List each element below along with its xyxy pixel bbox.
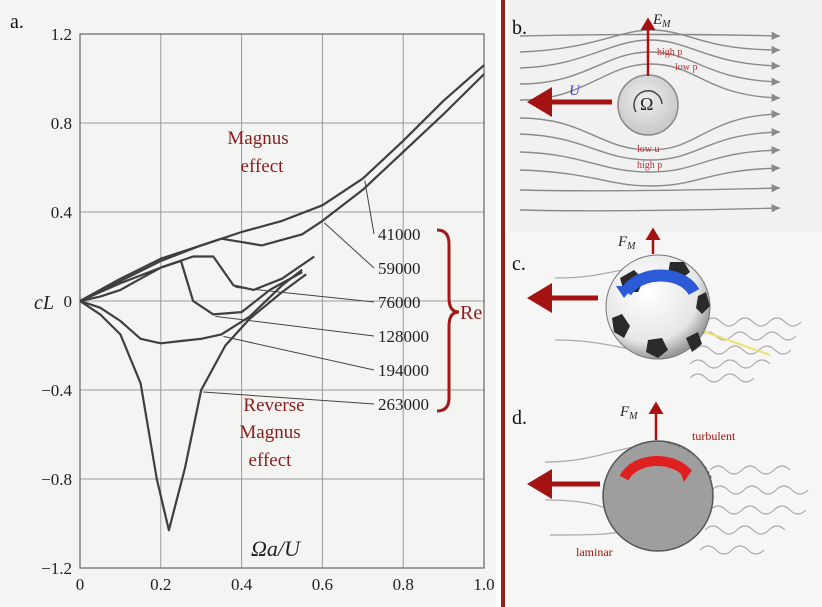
force-label-d: FM	[619, 404, 638, 422]
series-label-128000: 128000	[378, 327, 429, 346]
series-line-263000	[79, 273, 307, 532]
x-tick-label: 0	[76, 575, 85, 594]
force-label-c: FM	[617, 234, 636, 252]
y-tick-label: 0.8	[51, 114, 72, 133]
x-tick-label: 0.6	[312, 575, 333, 594]
velocity-label: U	[569, 83, 581, 99]
x-tick-label: 0.4	[231, 575, 253, 594]
laminar-label: laminar	[576, 545, 613, 559]
wake-highlight	[699, 329, 771, 356]
series-label-59000: 59000	[378, 259, 421, 278]
top-text-1: high p	[657, 47, 682, 58]
y-axis-label: cL	[34, 292, 54, 314]
series-line-59000	[79, 73, 485, 302]
x-tick-label: 1.0	[473, 575, 494, 594]
reverse-magnus-line2: Magnus	[239, 422, 300, 443]
panel-divider	[501, 0, 505, 607]
magnus-annotation-line2: effect	[241, 156, 285, 177]
chart-curves	[79, 64, 485, 532]
panel-a-chart: a. 1.20.80.40−0.4−0.8−1.2 0 0.2 0.4 0.6 0.8 1…	[0, 0, 496, 607]
leader-line	[324, 222, 375, 269]
spin-arrow-red-head	[678, 466, 692, 482]
leader-line	[364, 180, 375, 235]
bottom-text-1: low u	[637, 144, 660, 155]
x-tick-label: 0.8	[393, 575, 414, 594]
y-tick-label: −1.2	[41, 559, 72, 578]
top-text-2: low p	[675, 62, 698, 73]
series-labels: 41000 59000 76000 128000 194000 263000	[378, 225, 429, 414]
panel-c-soccer-ball: c. FM	[508, 227, 822, 400]
y-tick-label: 1.2	[51, 25, 72, 44]
turbulent-label: turbulent	[692, 429, 736, 443]
y-tick-labels: 1.2 0.8 0.4 0 −0.4 −0.8 −1.2	[41, 25, 72, 578]
omega-label: Ω	[640, 94, 653, 114]
series-label-76000: 76000	[378, 293, 421, 312]
spin-arrow-blue-head	[616, 286, 634, 298]
series-line-128000	[79, 259, 303, 316]
panel-a-background	[0, 0, 496, 607]
reynolds-brace	[436, 228, 460, 413]
x-axis-label: Ωa/U	[251, 536, 302, 561]
series-line-76000	[79, 255, 315, 303]
force-label-b: EM	[652, 12, 671, 30]
y-tick-label: −0.4	[41, 381, 72, 400]
bottom-text-2: high p	[637, 160, 662, 171]
leader-line	[223, 335, 375, 371]
chart-grid	[79, 33, 485, 569]
streamlines	[519, 29, 781, 213]
y-tick-label: 0.4	[51, 203, 73, 222]
series-line-41000	[79, 64, 485, 302]
reverse-magnus-line1: Reverse	[243, 395, 304, 416]
leader-line	[235, 286, 375, 303]
y-tick-label: −0.8	[41, 470, 72, 489]
series-line-194000	[79, 268, 303, 345]
reverse-magnus-line3: effect	[249, 450, 293, 471]
series-label-194000: 194000	[378, 361, 429, 380]
panel-b-label: b.	[512, 17, 527, 39]
x-tick-label: 0.2	[150, 575, 171, 594]
series-label-41000: 41000	[378, 225, 421, 244]
panel-d-label: d.	[512, 407, 527, 429]
panel-a-label: a.	[10, 11, 24, 33]
spin-arrow-icon	[633, 90, 663, 113]
panel-c-label: c.	[512, 253, 526, 275]
series-leader-lines	[203, 180, 375, 405]
series-label-263000: 263000	[378, 395, 429, 414]
x-tick-labels: 0 0.2 0.4 0.6 0.8 1.0	[76, 575, 495, 594]
panel-d-cylinder-flow: d. FM turbulent laminar	[508, 400, 822, 607]
panel-b-streamline-diagram: b. Ω EM U high p low p low u high p	[508, 0, 822, 232]
boundary-layer	[667, 442, 713, 481]
magnus-annotation-line1: Magnus	[227, 128, 288, 149]
reynolds-label: Re	[460, 302, 482, 324]
leader-line	[203, 391, 375, 405]
y-tick-label: 0	[64, 292, 73, 311]
leader-line	[215, 315, 375, 337]
